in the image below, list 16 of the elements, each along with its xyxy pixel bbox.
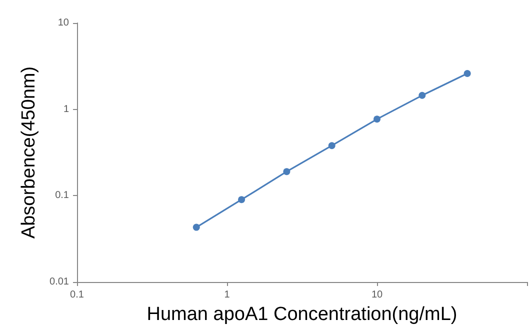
point bbox=[283, 168, 290, 176]
point bbox=[464, 70, 471, 78]
point bbox=[192, 224, 200, 231]
point bbox=[374, 116, 380, 123]
y-tick-label: 10 bbox=[58, 18, 70, 28]
point bbox=[328, 142, 336, 150]
y-tick-label: 0.01 bbox=[50, 276, 70, 288]
x-axis-title: Human apoA1 Concentration(ng/mL) bbox=[146, 304, 458, 325]
y-axis-title: Absorbence(450nm) bbox=[18, 66, 40, 239]
y-tick-label: 0.1 bbox=[55, 190, 70, 202]
x-tick-label: 0.1 bbox=[70, 290, 84, 300]
x-tick-label: 1 bbox=[224, 290, 230, 300]
point bbox=[238, 196, 246, 204]
x-tick-label: 10 bbox=[371, 290, 383, 300]
y-tick-label: 1 bbox=[63, 104, 70, 115]
point bbox=[418, 92, 426, 99]
